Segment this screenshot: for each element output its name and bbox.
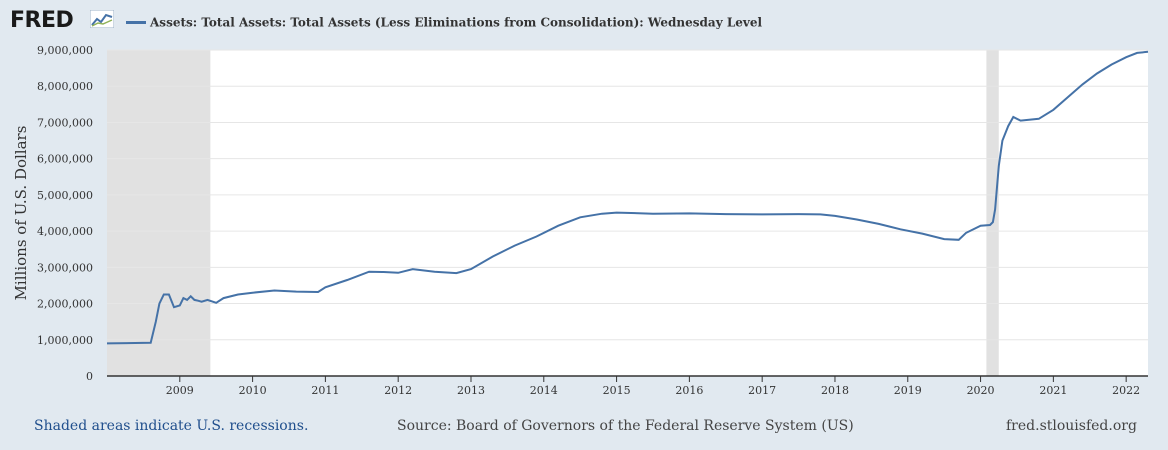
x-tick-label: 2010 — [239, 384, 267, 397]
y-axis-ticks: 0 1,000,000 2,000,000 3,000,000 4,000,000 5,0… — [37, 44, 93, 383]
source-note: Source: Board of Governors of the Federa… — [397, 418, 854, 434]
fred-logo[interactable]: FRED — [10, 8, 74, 33]
x-tick-label: 2013 — [457, 384, 485, 397]
site-link[interactable]: fred.stlouisfed.org — [1006, 418, 1137, 434]
y-tick-label: 4,000,000 — [37, 225, 93, 238]
x-tick-label: 2015 — [603, 384, 631, 397]
y-tick-label: 6,000,000 — [37, 153, 93, 166]
series-line[interactable] — [106, 50, 1149, 345]
x-tick-label: 2022 — [1112, 384, 1140, 397]
series-title: Assets: Total Assets: Total Assets (Less… — [150, 15, 763, 30]
x-tick-label: 2017 — [748, 384, 776, 397]
x-tick-label: 2019 — [894, 384, 922, 397]
x-tick-label: 2011 — [311, 384, 339, 397]
x-tick-label: 2020 — [967, 384, 995, 397]
mini-graph-icon — [90, 10, 114, 28]
y-tick-label: 1,000,000 — [37, 334, 93, 347]
x-tick-label: 2018 — [821, 384, 849, 397]
y-tick-label: 0 — [86, 370, 93, 383]
x-tick-label: 2021 — [1039, 384, 1067, 397]
legend-line-swatch — [126, 21, 146, 24]
x-tick-label: 2012 — [384, 384, 412, 397]
y-tick-label: 5,000,000 — [37, 189, 93, 202]
line-chart[interactable]: 0 1,000,000 2,000,000 3,000,000 4,000,000 5,0… — [0, 0, 1168, 410]
y-axis-label: Millions of U.S. Dollars — [12, 126, 30, 301]
recession-band — [986, 50, 999, 376]
y-tick-label: 8,000,000 — [37, 80, 93, 93]
gridlines — [107, 49, 1148, 341]
x-tick-label: 2014 — [530, 384, 558, 397]
series-legend[interactable]: Assets: Total Assets: Total Assets (Less… — [126, 12, 762, 31]
y-tick-label: 9,000,000 — [37, 44, 93, 57]
y-tick-label: 7,000,000 — [37, 116, 93, 129]
recession-band — [107, 50, 211, 376]
x-axis-ticks: 2009 2010 2011 2012 2013 2014 2015 2016 2017 2018… — [166, 376, 1140, 397]
recession-shading — [107, 50, 999, 376]
y-tick-label: 2,000,000 — [37, 298, 93, 311]
recession-note: Shaded areas indicate U.S. recessions. — [34, 418, 309, 434]
x-tick-label: 2016 — [675, 384, 703, 397]
x-tick-label: 2009 — [166, 384, 194, 397]
y-tick-label: 3,000,000 — [37, 261, 93, 274]
